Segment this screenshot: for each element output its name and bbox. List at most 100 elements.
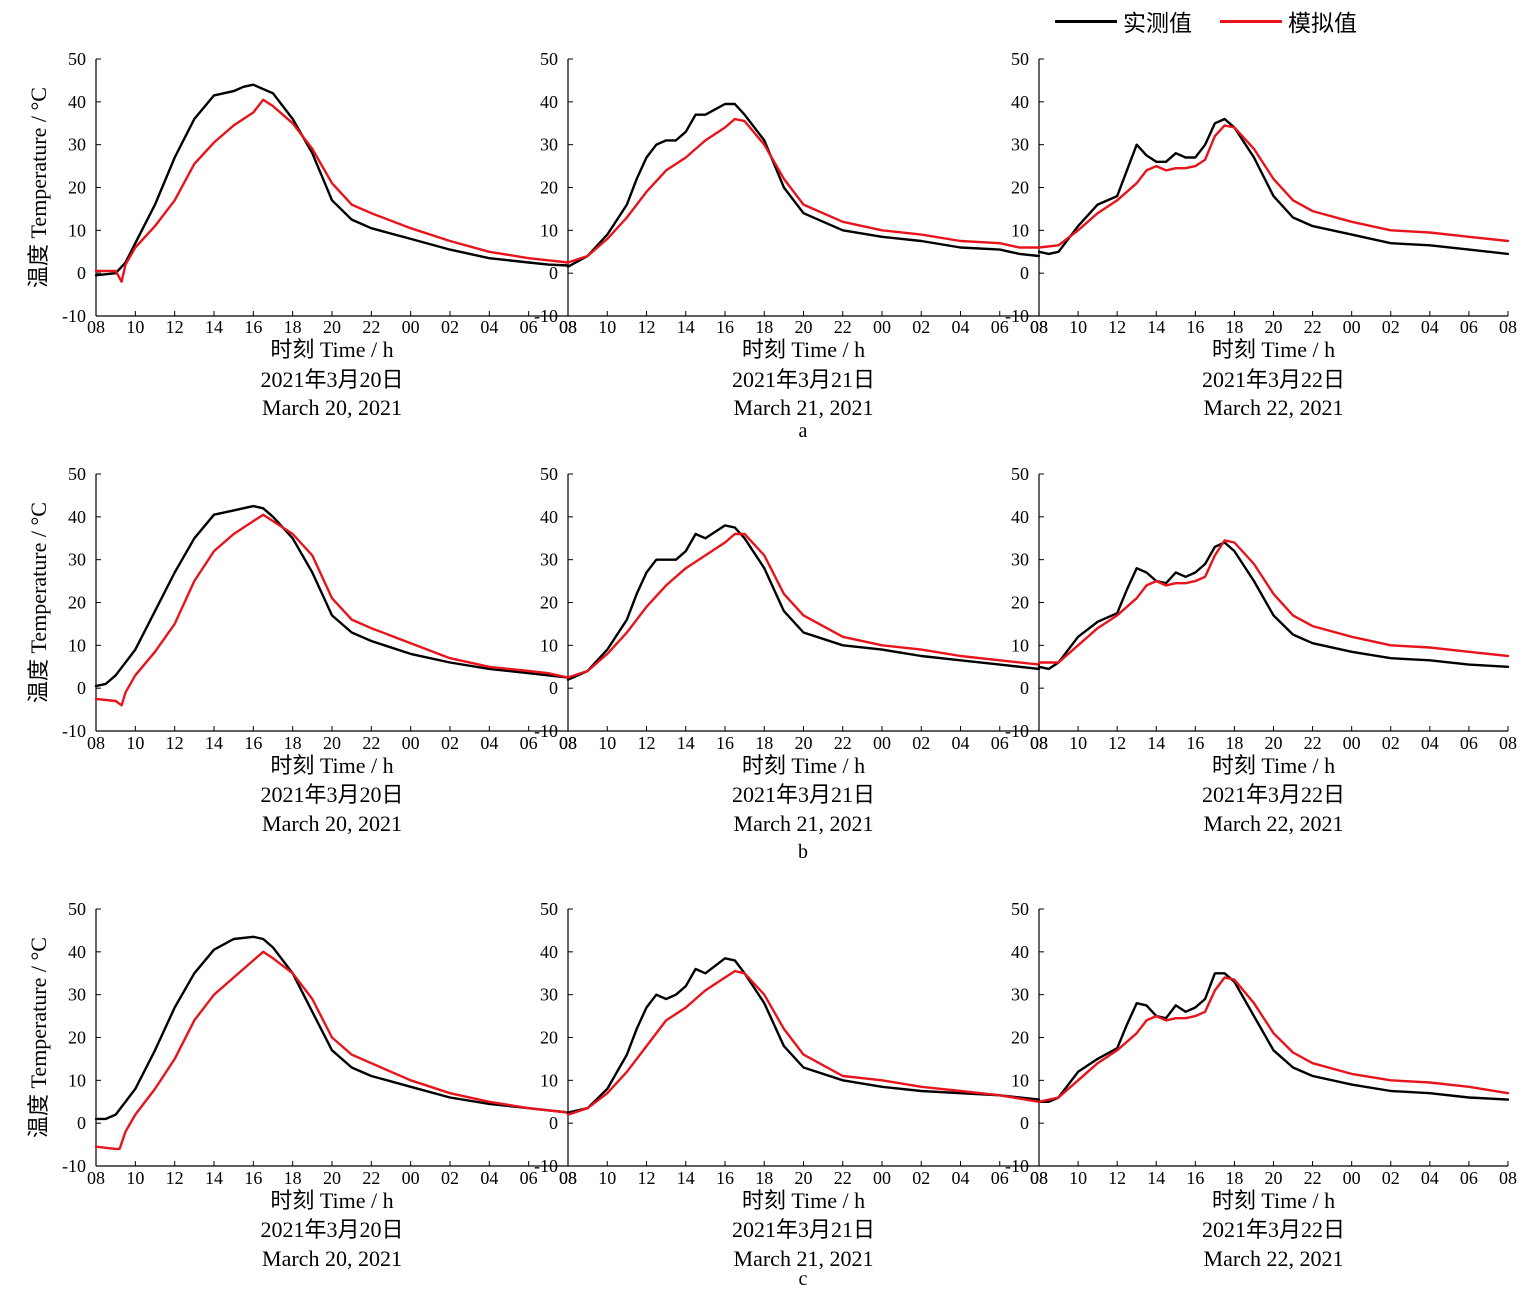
legend-swatch-measured: [1055, 19, 1117, 23]
y-tick-label: 20: [68, 593, 86, 613]
panel-date-cn: 2021年3月20日: [260, 782, 403, 807]
x-tick-label: 12: [1108, 317, 1126, 337]
x-tick-label: 18: [1225, 733, 1243, 753]
y-tick-label: 40: [1011, 92, 1029, 112]
y-tick-label: 50: [1011, 899, 1029, 919]
row-label: b: [798, 841, 808, 863]
series-line-measured: [566, 102, 1041, 268]
x-tick-label: 22: [1304, 317, 1322, 337]
x-tick-label: 20: [323, 317, 341, 337]
series-line-simulated: [1037, 539, 1510, 664]
y-tick-label: 30: [540, 550, 558, 570]
y-tick-label: 20: [68, 178, 86, 198]
panel-date-en: March 20, 2021: [262, 811, 402, 836]
y-tick-label: 30: [68, 135, 86, 155]
y-tick-label: -10: [62, 721, 86, 741]
x-tick-label: 22: [834, 733, 852, 753]
y-tick-label: 30: [68, 550, 86, 570]
y-tick-label: 10: [68, 1070, 86, 1090]
x-tick-label: 02: [441, 733, 459, 753]
x-axis-label: 时刻 Time / h: [742, 1188, 865, 1213]
x-tick-label: 14: [1147, 1168, 1165, 1188]
x-tick-label: 18: [284, 1168, 302, 1188]
y-tick-label: 40: [68, 92, 86, 112]
y-tick-label: -10: [1005, 1156, 1029, 1176]
y-tick-label: 20: [1011, 593, 1029, 613]
x-tick-label: 20: [323, 1168, 341, 1188]
y-axis-label: 温度 Temperature / °C: [26, 87, 51, 288]
y-tick-label: 50: [68, 899, 86, 919]
y-tick-label: 30: [1011, 550, 1029, 570]
x-tick-label: 22: [362, 1168, 380, 1188]
panel-date-cn: 2021年3月22日: [1202, 367, 1345, 392]
panel-date-cn: 2021年3月20日: [260, 367, 403, 392]
series-line-measured: [94, 935, 570, 1121]
x-tick-label: 18: [1225, 317, 1243, 337]
x-tick-label: 08: [1030, 317, 1048, 337]
x-tick-label: 08: [87, 733, 105, 753]
x-tick-label: 00: [1343, 317, 1361, 337]
y-tick-label: 30: [540, 135, 558, 155]
y-tick-label: 50: [68, 464, 86, 484]
series-line-measured: [566, 524, 1041, 681]
x-tick-label: 20: [795, 733, 813, 753]
y-tick-label: -10: [534, 306, 558, 326]
series-line-simulated: [94, 98, 570, 283]
x-tick-label: 14: [205, 317, 223, 337]
x-tick-label: 14: [1147, 317, 1165, 337]
x-tick-label: 22: [362, 733, 380, 753]
x-tick-label: 10: [598, 1168, 616, 1188]
y-tick-label: 40: [68, 507, 86, 527]
y-tick-label: 30: [1011, 135, 1029, 155]
panel-date-cn: 2021年3月21日: [732, 782, 875, 807]
series-line-measured: [566, 957, 1041, 1114]
x-tick-label: 06: [1460, 733, 1478, 753]
y-tick-label: 50: [1011, 49, 1029, 69]
x-tick-label: 12: [638, 317, 656, 337]
legend-swatch-simulated: [1220, 19, 1282, 23]
y-tick-label: 30: [1011, 985, 1029, 1005]
x-tick-label: 08: [559, 1168, 577, 1188]
x-tick-label: 06: [520, 1168, 538, 1188]
x-tick-label: 22: [834, 317, 852, 337]
panel-date-cn: 2021年3月20日: [260, 1217, 403, 1242]
x-axis-label: 时刻 Time / h: [1212, 337, 1335, 362]
x-tick-label: 12: [166, 1168, 184, 1188]
y-tick-label: 50: [540, 49, 558, 69]
y-tick-label: 0: [1020, 263, 1029, 283]
x-tick-label: 12: [638, 733, 656, 753]
series-line-measured: [1037, 541, 1510, 671]
y-tick-label: 10: [1011, 635, 1029, 655]
x-tick-label: 08: [559, 317, 577, 337]
y-tick-label: 20: [68, 1028, 86, 1048]
x-tick-label: 12: [638, 1168, 656, 1188]
x-tick-label: 04: [480, 317, 498, 337]
x-tick-label: 16: [716, 1168, 734, 1188]
x-tick-label: 18: [284, 317, 302, 337]
panel-date-cn: 2021年3月21日: [732, 1217, 875, 1242]
x-tick-label: 08: [1499, 317, 1517, 337]
y-tick-label: 20: [540, 178, 558, 198]
panel-date-en: March 20, 2021: [262, 395, 402, 420]
y-tick-label: 10: [540, 220, 558, 240]
x-tick-label: 18: [755, 733, 773, 753]
x-tick-label: 08: [1030, 1168, 1048, 1188]
x-tick-label: 04: [1421, 733, 1439, 753]
legend-label-simulated: 模拟值: [1288, 11, 1357, 36]
legend: 实测值 模拟值: [1055, 4, 1385, 38]
x-axis-label: 时刻 Time / h: [742, 753, 865, 778]
legend-item-measured: 实测值: [1055, 4, 1192, 38]
x-tick-label: 06: [991, 1168, 1009, 1188]
x-tick-label: 14: [677, 1168, 695, 1188]
x-tick-label: 20: [1265, 733, 1283, 753]
y-tick-label: 10: [68, 635, 86, 655]
x-tick-label: 20: [323, 733, 341, 753]
series-line-simulated: [1037, 124, 1510, 249]
legend-label-measured: 实测值: [1123, 11, 1192, 36]
x-tick-label: 08: [1030, 1168, 1048, 1188]
panel-date-en: March 22, 2021: [1204, 395, 1344, 420]
y-tick-label: 50: [68, 49, 86, 69]
series-line-simulated: [94, 950, 570, 1151]
x-tick-label: 14: [205, 733, 223, 753]
x-axis-label: 时刻 Time / h: [270, 337, 393, 362]
